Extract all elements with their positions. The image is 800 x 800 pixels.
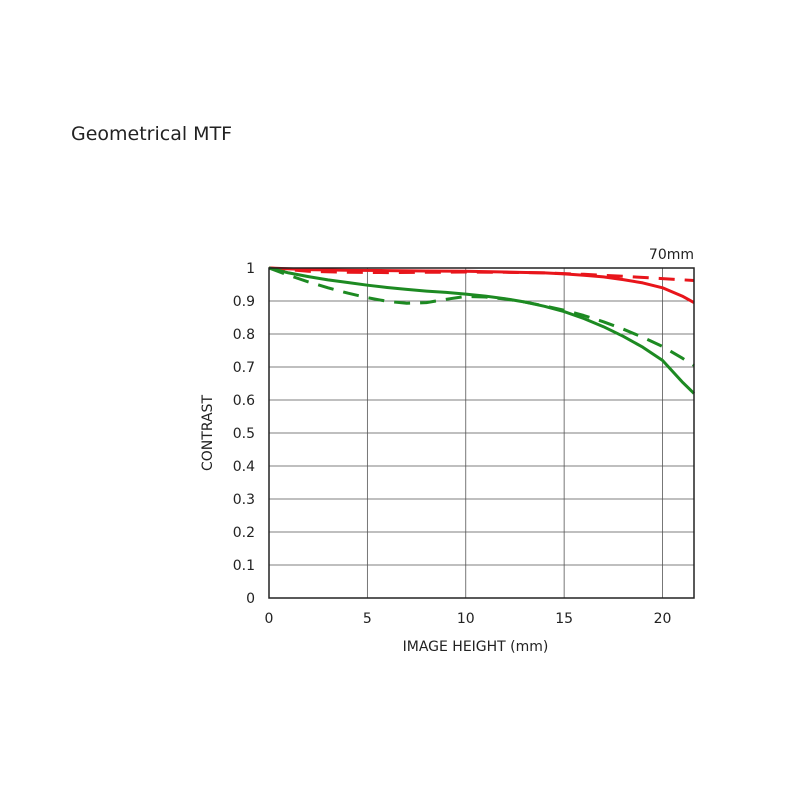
dashed-series-line [268, 266, 695, 367]
focal-length-label: 70mm [649, 247, 694, 263]
x-axis-label: IMAGE HEIGHT (mm) [403, 639, 549, 655]
x-tick-label: 5 [363, 611, 372, 627]
x-tick-label: 10 [457, 611, 475, 627]
x-tick-label: 0 [265, 611, 274, 627]
y-tick-label: 1 [246, 261, 255, 277]
plot-frame [268, 267, 695, 599]
y-tick-label: 0.5 [233, 426, 255, 442]
page-title: Geometrical MTF [71, 123, 233, 145]
y-tick-label: 0.8 [233, 327, 255, 343]
solid-series-line [268, 266, 695, 304]
y-tick-label: 0.2 [233, 525, 255, 541]
y-tick-label: 0.1 [233, 558, 255, 574]
y-tick-label: 0.9 [233, 294, 255, 310]
x-tick-labels: 0 5 10 15 20 [265, 611, 672, 627]
x-tick-label: 15 [555, 611, 573, 627]
y-tick-label: 0.4 [233, 459, 255, 475]
series-lines [268, 266, 696, 395]
y-tick-labels: 0 0.1 0.2 0.3 0.4 0.5 0.6 0.7 0.8 0.9 1 [233, 261, 255, 607]
y-axis-label: CONTRAST [200, 395, 216, 471]
y-tick-label: 0.7 [233, 360, 255, 376]
y-tick-label: 0.6 [233, 393, 255, 409]
grid-lines [268, 267, 694, 599]
x-tick-label: 20 [654, 611, 672, 627]
y-tick-label: 0.3 [233, 492, 255, 508]
dashed-series-line [268, 266, 695, 282]
y-tick-label: 0 [246, 591, 255, 607]
